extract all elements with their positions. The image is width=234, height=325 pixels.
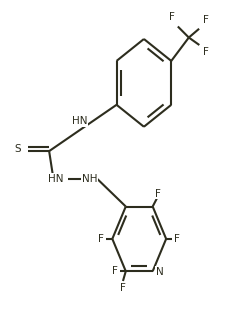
Text: N: N bbox=[156, 267, 164, 277]
Text: HN: HN bbox=[48, 174, 63, 184]
Text: F: F bbox=[174, 234, 180, 244]
Text: F: F bbox=[203, 46, 209, 57]
Text: S: S bbox=[15, 145, 21, 154]
Text: HN: HN bbox=[72, 116, 87, 126]
Text: NH: NH bbox=[82, 174, 97, 184]
Text: F: F bbox=[155, 188, 161, 199]
Text: F: F bbox=[169, 12, 175, 22]
Text: F: F bbox=[121, 283, 126, 293]
Text: F: F bbox=[98, 234, 104, 244]
Text: F: F bbox=[112, 266, 117, 276]
Text: F: F bbox=[203, 15, 208, 25]
